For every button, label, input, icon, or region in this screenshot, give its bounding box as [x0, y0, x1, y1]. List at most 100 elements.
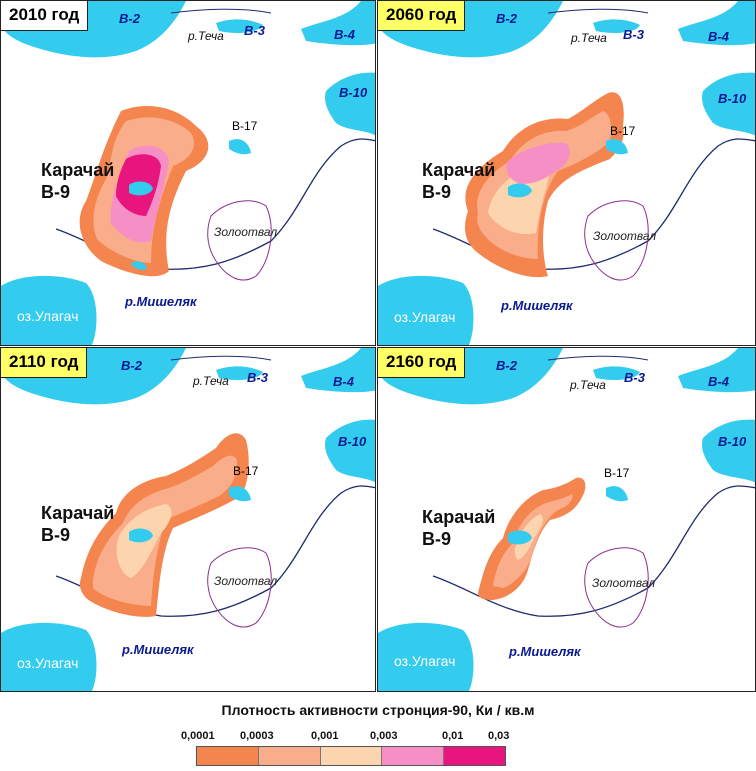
label-v4: В-4: [708, 374, 729, 389]
plume-level-2: [493, 494, 573, 588]
reservoir-v17: [229, 139, 251, 155]
legend-tick: 0,0001: [181, 730, 215, 742]
reservoir-v4: [301, 1, 375, 46]
lake-karachai: [508, 183, 532, 198]
label-techa: р.Теча: [571, 31, 607, 45]
map-panel-2010: 2010 год В-2 р.Теча В-3 В-4 В-10 В-17 Ка…: [0, 0, 376, 346]
label-ulagach: оз.Улагач: [17, 308, 79, 324]
label-v3: В-3: [247, 370, 268, 385]
label-v17: В-17: [232, 119, 258, 133]
lake-ulagach: [378, 275, 474, 345]
reservoir-v4: [301, 348, 375, 393]
label-karachai: Карачай В-9: [41, 502, 114, 546]
label-ulagach: оз.Улагач: [394, 653, 456, 669]
karachai-code: В-9: [41, 525, 71, 545]
legend-swatch: [382, 747, 445, 765]
label-mishelyak: р.Мишеляк: [509, 644, 581, 659]
label-v2: В-2: [496, 11, 517, 26]
lake-ulagach: [378, 622, 474, 691]
reservoir-v17: [229, 486, 251, 502]
karachai-name: Карачай: [41, 160, 115, 180]
legend-swatch: [258, 747, 321, 765]
lake-karachai: [129, 181, 153, 196]
year-label: 2160 год: [378, 348, 466, 378]
label-v17: В-17: [233, 464, 259, 478]
map-2010: [1, 1, 375, 345]
label-zolotoval: Золоотвал: [214, 574, 278, 588]
label-v10: В-10: [338, 434, 367, 449]
lake-ulagach: [1, 275, 97, 345]
legend-swatch: [197, 747, 259, 765]
legend-swatch: [320, 747, 383, 765]
year-label: 2010 год: [1, 1, 89, 31]
map-panel-2110: 2110 год В-2 р.Теча В-3 В-4 В-10 В-17 Ка…: [0, 347, 376, 692]
legend-tick: 0,003: [370, 730, 398, 742]
reservoir-v10: [702, 419, 755, 483]
zolotoval-border: [584, 200, 649, 281]
label-ulagach: оз.Улагач: [17, 655, 79, 671]
river-techa: [170, 355, 272, 361]
karachai-name: Карачай: [422, 507, 496, 527]
map-panel-2160: 2160 год В-2 р.Теча В-3 В-4 В-10 В-17 Ка…: [377, 347, 756, 692]
label-v4: В-4: [333, 374, 354, 389]
label-mishelyak: р.Мишеляк: [125, 294, 197, 309]
label-v2: В-2: [119, 11, 140, 26]
label-v17: В-17: [604, 466, 630, 480]
legend-color-bar: [196, 746, 506, 766]
reservoir-v4: [678, 1, 755, 46]
map-2110: [1, 348, 375, 691]
label-v2: В-2: [496, 358, 517, 373]
lake-ulagach: [1, 622, 97, 691]
lake-karachai: [508, 530, 532, 545]
zolotoval-border: [207, 200, 272, 281]
label-techa: р.Теча: [188, 29, 224, 43]
small-water-1: [131, 261, 147, 270]
label-v3: В-3: [244, 23, 265, 38]
year-label: 2110 год: [1, 348, 88, 378]
label-v3: В-3: [624, 370, 645, 385]
map-2060: [378, 1, 755, 345]
legend-tick: 0,001: [311, 730, 339, 742]
reservoir-v10: [325, 419, 375, 483]
label-karachai: Карачай В-9: [422, 159, 495, 203]
legend-swatch: [444, 747, 505, 765]
plume-level-4: [506, 142, 570, 184]
river-techa: [170, 8, 272, 14]
year-label: 2060 год: [378, 1, 466, 31]
label-techa: р.Теча: [193, 374, 229, 388]
legend-tick: 0,03: [488, 730, 510, 742]
river-techa: [547, 355, 649, 361]
reservoir-v17: [606, 139, 628, 155]
legend-title: Плотность активности стронция-90, Ки / к…: [221, 702, 535, 718]
label-v17: В-17: [610, 124, 636, 138]
map-2160: [378, 348, 755, 691]
label-v4: В-4: [334, 27, 355, 42]
label-v10: В-10: [718, 91, 747, 106]
label-zolotoval: Золоотвал: [214, 225, 278, 239]
label-ulagach: оз.Улагач: [394, 309, 456, 325]
label-v3: В-3: [623, 27, 644, 42]
lake-karachai: [129, 528, 153, 543]
legend-tick: 0,01: [442, 730, 464, 742]
karachai-name: Карачай: [422, 160, 496, 180]
reservoir-v4: [678, 348, 755, 393]
karachai-code: В-9: [422, 182, 452, 202]
label-zolotoval: Золоотвал: [592, 576, 656, 590]
karachai-name: Карачай: [41, 503, 115, 523]
reservoir-v3: [216, 366, 263, 380]
map-panel-2060: 2060 год В-2 р.Теча В-3 В-4 В-10 В-17 Ка…: [377, 0, 756, 346]
label-karachai: Карачай В-9: [41, 159, 114, 203]
label-mishelyak: р.Мишеляк: [501, 298, 573, 313]
karachai-code: В-9: [422, 529, 452, 549]
label-karachai: Карачай В-9: [422, 506, 495, 550]
reservoir-v10: [325, 72, 375, 136]
reservoir-v17: [606, 486, 628, 502]
zolotoval-border: [584, 547, 649, 628]
legend-tick: 0,0003: [240, 730, 274, 742]
karachai-code: В-9: [41, 182, 71, 202]
river-techa: [547, 8, 649, 14]
reservoir-v10: [702, 72, 755, 136]
label-v10: В-10: [718, 434, 747, 449]
label-v10: В-10: [339, 85, 368, 100]
label-v2: В-2: [121, 358, 142, 373]
